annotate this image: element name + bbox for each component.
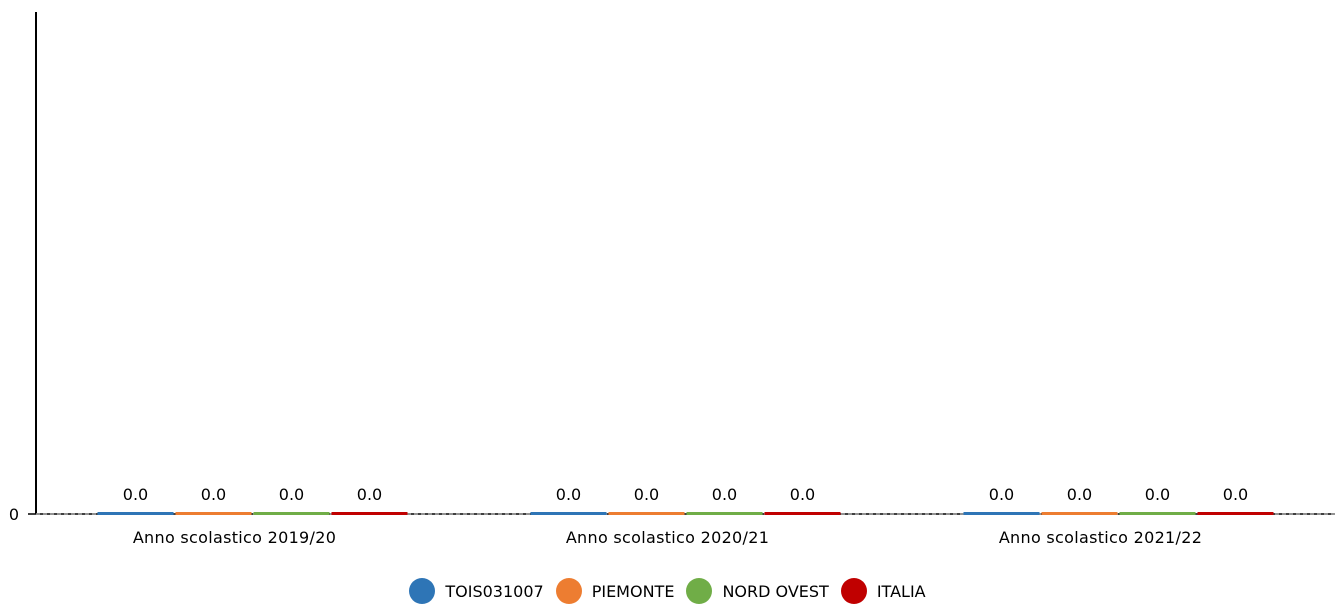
data-label: 0.0 [989,485,1014,504]
data-label: 0.0 [1145,485,1170,504]
data-label: 0.0 [279,485,304,504]
bar [175,512,252,515]
data-label: 0.0 [712,485,737,504]
legend-swatch [840,578,867,604]
bar [1197,512,1274,515]
bar [1041,512,1118,515]
y-tick-label: 0 [9,505,19,524]
data-label: 0.0 [556,485,581,504]
bars-group: 0.0 0.0 0.0 0.0 0.0 0.0 0.0 0.0 0.0 0.0 0.0 0.0 [97,485,1274,515]
legend-item[interactable]: NORD OVEST [686,578,829,604]
legend-item[interactable]: PIEMONTE [555,578,675,604]
category-label: Anno scolastico 2021/22 [999,528,1202,547]
legend: TOIS031007 PIEMONTE NORD OVEST ITALIA [0,576,1335,606]
legend-label: TOIS031007 [445,581,544,601]
bar [1119,512,1196,515]
legend-item[interactable]: TOIS031007 [409,578,544,604]
bar [764,512,841,515]
bar [97,512,174,515]
bar [253,512,330,515]
category-labels: Anno scolastico 2019/20 Anno scolastico 2… [133,528,1202,547]
legend-label: PIEMONTE [591,581,675,601]
legend-item[interactable]: ITALIA [840,578,926,604]
category-label: Anno scolastico 2019/20 [133,528,336,547]
data-label: 0.0 [790,485,815,504]
legend-swatch [409,578,436,604]
category-label: Anno scolastico 2020/21 [566,528,769,547]
data-label: 0.0 [123,485,148,504]
legend-label: NORD OVEST [722,581,829,601]
bar [608,512,685,515]
bar [331,512,408,515]
bar [686,512,763,515]
legend-label: ITALIA [876,581,926,601]
bar [963,512,1040,515]
bar [530,512,607,515]
legend-swatch [555,578,582,604]
data-label: 0.0 [357,485,382,504]
data-label: 0.0 [1067,485,1092,504]
data-label: 0.0 [634,485,659,504]
data-label: 0.0 [201,485,226,504]
legend-swatch [686,578,713,604]
data-label: 0.0 [1223,485,1248,504]
